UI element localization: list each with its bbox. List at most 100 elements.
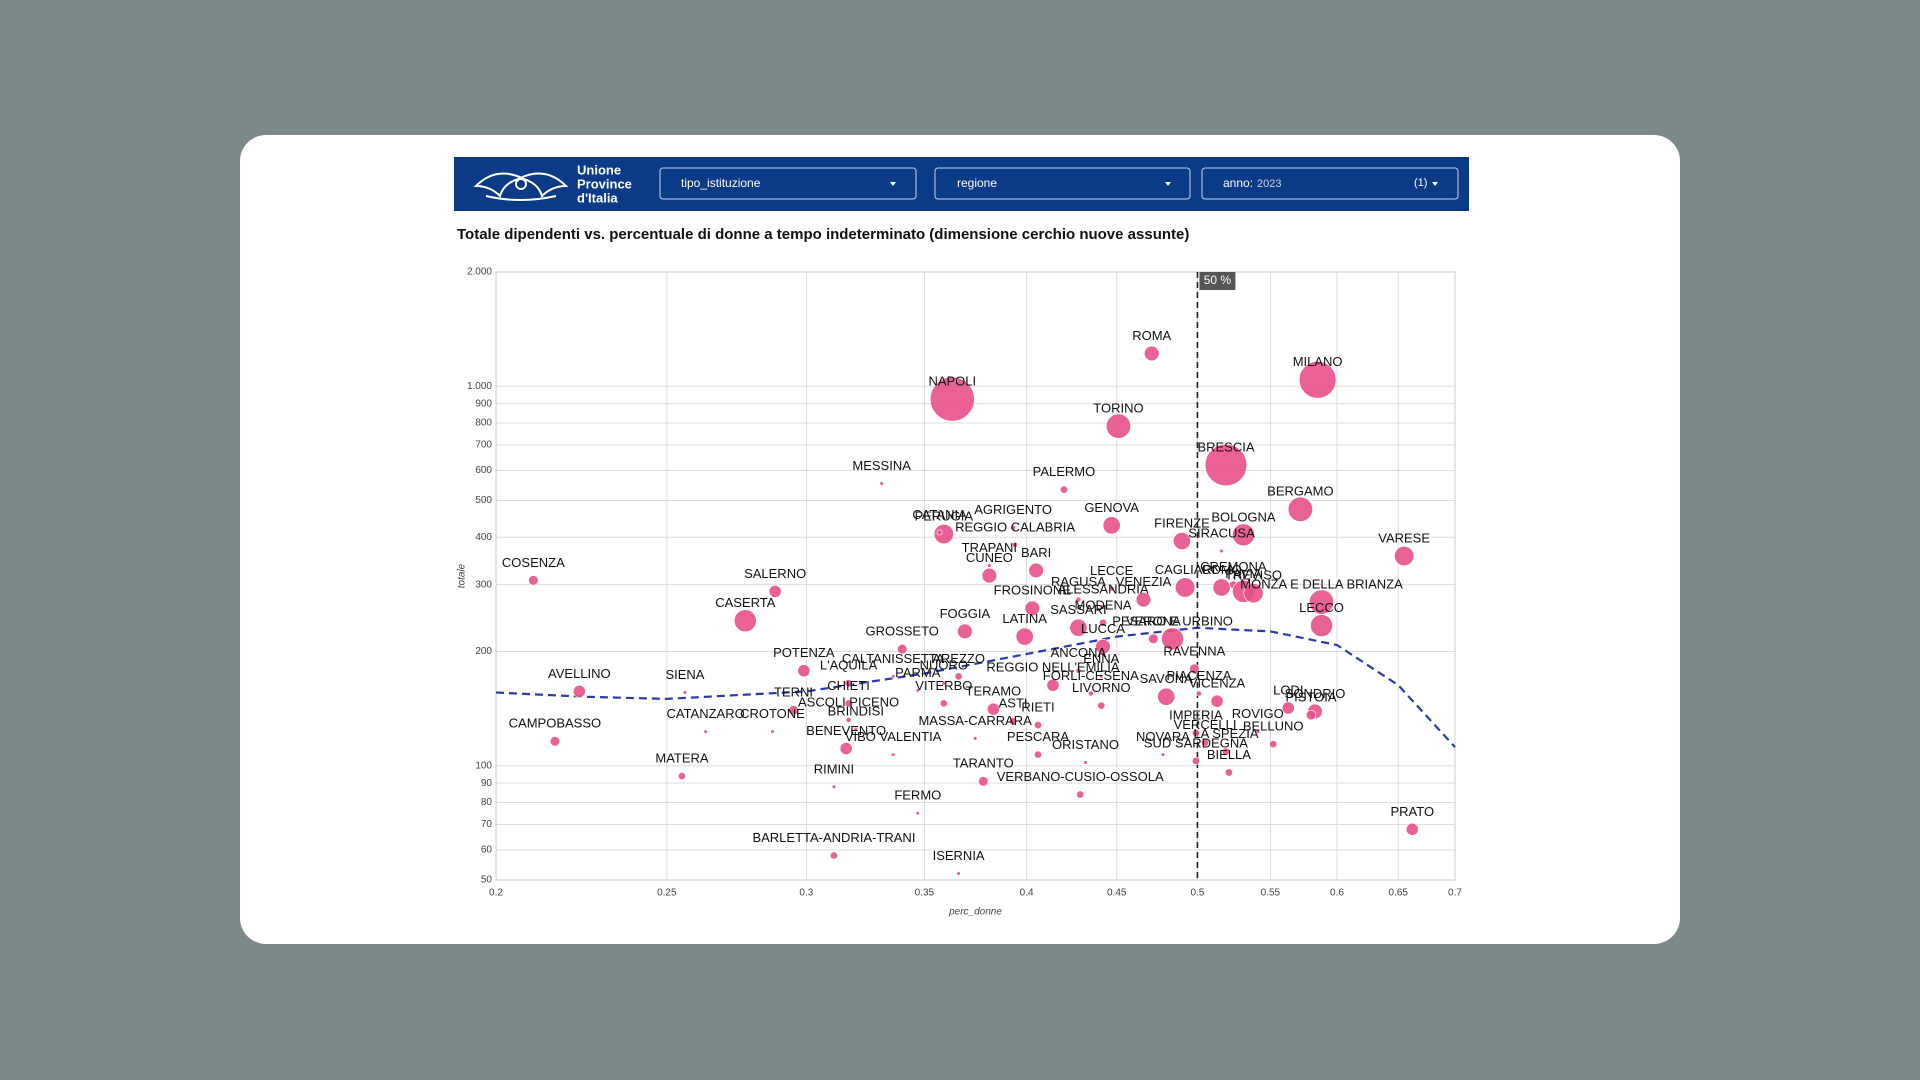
data-point xyxy=(1102,516,1121,535)
data-point xyxy=(936,529,943,536)
data-point xyxy=(891,674,896,679)
y-tick-label: 300 xyxy=(475,579,492,590)
data-point xyxy=(797,664,811,678)
point-label: MODENA xyxy=(1075,597,1132,612)
point-label: TRAPANI xyxy=(962,540,1017,555)
data-point xyxy=(1161,627,1184,651)
point-label: SONDRIO xyxy=(1285,686,1346,701)
point-label: PISTOIA xyxy=(1286,690,1337,705)
data-point xyxy=(1219,548,1224,554)
filter-dropdown[interactable]: anno: 2023 (1) xyxy=(1201,167,1459,200)
data-point xyxy=(1281,701,1295,715)
point-label: SAVONA xyxy=(1140,671,1194,686)
data-point xyxy=(839,742,853,755)
data-point xyxy=(1405,822,1419,836)
filter-dropdown[interactable]: regione xyxy=(934,167,1191,200)
point-label: BARLETTA-ANDRIA-TRANI xyxy=(752,830,915,845)
data-point xyxy=(933,523,954,545)
data-point xyxy=(831,784,837,789)
point-label: LATINA xyxy=(1002,611,1047,626)
point-label: SASSARI xyxy=(1050,602,1106,617)
point-label: ORISTANO xyxy=(1052,737,1119,752)
point-label: PIACENZA xyxy=(1166,668,1231,683)
plot: 2.000 1.000 900 800 700 600 500 400 300 200 100 90 8… xyxy=(457,267,1463,918)
point-label: ROMA xyxy=(1132,328,1171,343)
data-point xyxy=(770,729,775,734)
data-point xyxy=(549,736,561,747)
y-tick-label: 900 xyxy=(475,398,492,409)
data-point xyxy=(879,481,884,486)
dropdown-caret xyxy=(1432,182,1438,186)
point-label: NAPOLI xyxy=(928,374,976,389)
chart-title: Totale dipendenti vs. percentuale di don… xyxy=(457,226,1189,243)
plot-border xyxy=(495,271,1456,881)
point-label: CALTANISSETTA xyxy=(842,651,945,666)
x-tick-label: 0.5 xyxy=(1190,888,1204,899)
x-axis-label: perc_donne xyxy=(948,907,1002,918)
data-point xyxy=(788,705,799,716)
data-point xyxy=(981,567,998,584)
data-point xyxy=(682,690,688,695)
data-point xyxy=(1309,589,1335,615)
point-label: TERNI xyxy=(774,685,813,700)
point-label: ISERNIA xyxy=(933,848,985,863)
data-point xyxy=(915,811,920,816)
data-point xyxy=(733,609,757,633)
point-label: MILANO xyxy=(1293,354,1343,369)
point-label: MONZA E DELLA BRIANZA xyxy=(1240,576,1403,591)
point-label: FERMO xyxy=(894,788,941,803)
data-point xyxy=(1024,600,1040,616)
data-point xyxy=(929,376,975,422)
reference-label: 50 % xyxy=(1204,273,1232,287)
point-label: COMO xyxy=(1201,562,1241,577)
y-tick-label: 700 xyxy=(475,440,492,451)
dropdown-label: regione xyxy=(957,176,997,190)
point-label: PARMA xyxy=(895,665,941,680)
dropdown-box[interactable] xyxy=(934,167,1191,200)
data-point xyxy=(844,679,853,688)
data-point xyxy=(1191,756,1200,765)
point-label: CAGLIARI xyxy=(1155,562,1216,577)
point-label: CASERTA xyxy=(715,595,776,610)
dropdown-box[interactable] xyxy=(1201,167,1459,200)
point-label: COSENZA xyxy=(502,555,565,570)
data-point xyxy=(1394,545,1415,567)
data-point xyxy=(1076,790,1085,799)
data-point xyxy=(1157,687,1176,706)
filter-dropdown[interactable]: tipo_istituzione xyxy=(659,167,917,200)
point-label: TREVISO xyxy=(1225,568,1282,583)
data-point xyxy=(1009,717,1018,726)
point-label: CHIETI xyxy=(827,678,870,693)
data-point xyxy=(1298,361,1337,399)
point-label: ASCOLI PICENO xyxy=(798,694,899,709)
x-tick-label: 0.55 xyxy=(1261,888,1281,899)
point-label: SALERNO xyxy=(744,566,806,581)
y-tick-label: 800 xyxy=(475,418,492,429)
reference-label-box xyxy=(1199,272,1236,290)
dropdown-box[interactable] xyxy=(659,167,917,200)
data-point xyxy=(1108,585,1115,592)
x-tick-label: 0.45 xyxy=(1107,888,1127,899)
point-label: VERBANO-CUSIO-OSSOLA xyxy=(997,769,1164,784)
data-point xyxy=(957,623,973,640)
data-point xyxy=(978,776,989,787)
point-label: ENNA xyxy=(1083,651,1119,666)
point-label: PALERMO xyxy=(1033,464,1096,479)
data-point xyxy=(973,736,978,741)
point-label: BENEVENTO xyxy=(806,723,886,738)
data-point xyxy=(1099,674,1104,679)
data-point xyxy=(1046,678,1060,692)
data-point xyxy=(1135,591,1152,608)
point-label: ANCONA xyxy=(1051,645,1107,660)
point-label: BRESCIA xyxy=(1197,439,1254,454)
data-point xyxy=(1028,562,1044,579)
point-label: BERGAMO xyxy=(1267,484,1333,499)
point-label: VITERBO xyxy=(915,678,972,693)
data-point xyxy=(1255,729,1260,734)
fit-line xyxy=(495,626,1456,748)
data-point xyxy=(891,752,896,757)
point-label: VICENZA xyxy=(1189,676,1246,691)
logo-emblem xyxy=(473,172,569,201)
data-point xyxy=(1287,496,1313,522)
